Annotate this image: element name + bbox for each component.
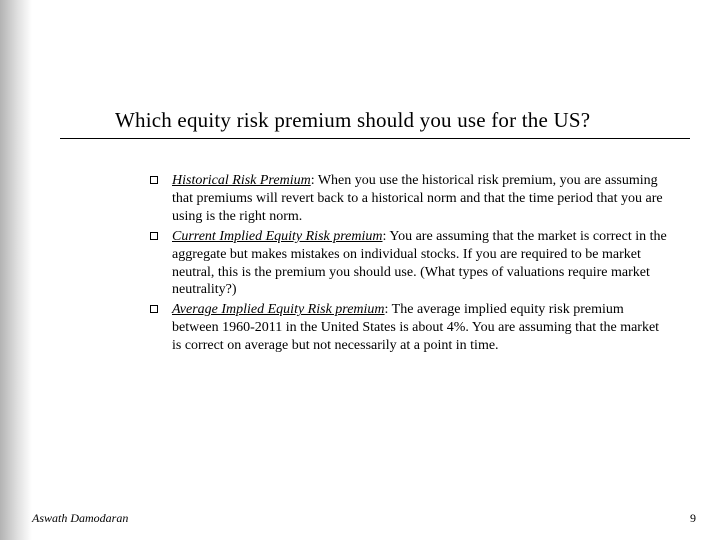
bullet-lead: Average Implied Equity Risk premium xyxy=(172,302,385,317)
bullet-text: Average Implied Equity Risk premium: The… xyxy=(172,301,670,355)
list-item: Average Implied Equity Risk premium: The… xyxy=(150,301,670,355)
list-item: Historical Risk Premium: When you use th… xyxy=(150,172,670,226)
square-bullet-icon xyxy=(150,305,158,313)
bullet-lead: Current Implied Equity Risk premium xyxy=(172,229,383,244)
slide-title: Which equity risk premium should you use… xyxy=(115,108,590,133)
bullet-text: Current Implied Equity Risk premium: You… xyxy=(172,228,670,300)
side-shadow xyxy=(0,0,32,540)
square-bullet-icon xyxy=(150,176,158,184)
list-item: Current Implied Equity Risk premium: You… xyxy=(150,228,670,300)
square-bullet-icon xyxy=(150,232,158,240)
footer-author: Aswath Damodaran xyxy=(32,511,128,526)
title-rule xyxy=(60,138,690,139)
bullet-lead: Historical Risk Premium xyxy=(172,173,311,188)
bullet-text: Historical Risk Premium: When you use th… xyxy=(172,172,670,226)
page-number: 9 xyxy=(690,511,696,526)
slide: Which equity risk premium should you use… xyxy=(0,0,720,540)
body-text: Historical Risk Premium: When you use th… xyxy=(150,172,670,357)
